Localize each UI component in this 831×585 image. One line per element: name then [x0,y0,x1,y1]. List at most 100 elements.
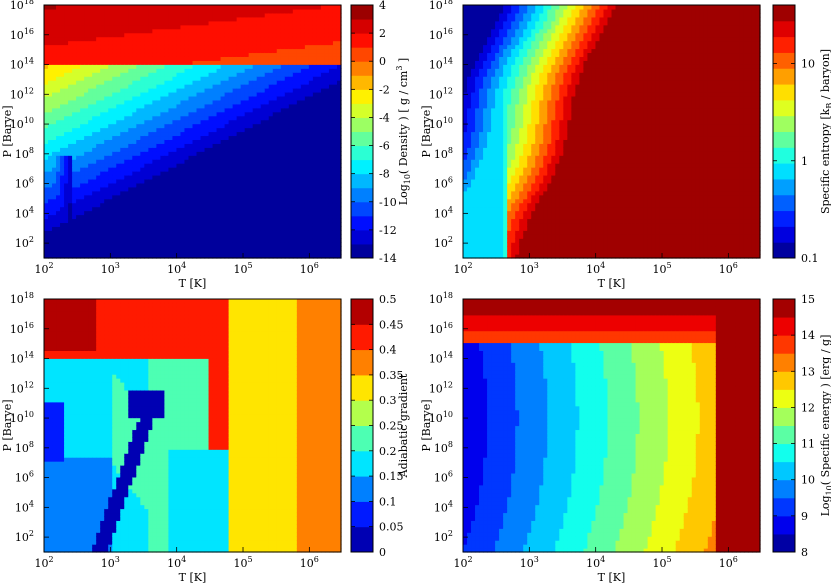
heatmap-cell [329,163,334,168]
heatmap-cell [261,68,266,73]
heatmap-cell [108,88,113,93]
heatmap-cell [221,147,226,152]
heatmap-cell [120,167,125,172]
heatmap-cell [156,116,161,121]
heatmap-cell [104,60,109,65]
heatmap-cell [112,52,117,57]
heatmap-cell [233,33,238,38]
heatmap-cell [277,21,282,26]
heatmap-cell [184,159,189,164]
heatmap-cell [289,238,294,243]
heatmap-cell [48,68,53,73]
heatmap-cell [269,226,274,231]
heatmap-cell [80,151,85,156]
heatmap-cell [144,96,149,101]
heatmap-cell [76,76,81,81]
heatmap-cell [289,183,294,188]
heatmap-cell [277,52,282,57]
heatmap-cell [172,151,177,156]
heatmap-cell [188,218,193,223]
heatmap-cell [233,17,238,22]
heatmap-cell [60,76,65,81]
heatmap-cell [261,187,266,192]
heatmap-cell [176,48,181,53]
heatmap-cell [108,17,113,22]
heatmap-cell [285,139,290,144]
heatmap-cell [241,9,246,14]
heatmap-cell [148,191,153,196]
heatmap-cell [184,100,189,105]
heatmap-cell [321,195,326,200]
heatmap-cell [140,9,145,14]
heatmap-cell [140,246,145,251]
heatmap-cell [80,116,85,121]
heatmap-cell [205,29,210,34]
heatmap-cell [56,80,61,85]
heatmap-cell [309,230,314,235]
heatmap-cell [213,226,218,231]
heatmap-cell [245,25,250,30]
heatmap-cell [56,155,61,160]
heatmap-cell [281,199,286,204]
heatmap-cell [265,211,270,216]
heatmap-cell [88,25,93,30]
heatmap-cell [197,92,202,97]
heatmap-cell [273,96,278,101]
heatmap-cell [120,230,125,235]
heatmap-cell [64,187,69,192]
heatmap-cell [124,163,129,168]
heatmap-cell [152,21,157,26]
heatmap-cell [245,68,250,73]
heatmap-cell [164,230,169,235]
heatmap-cell [213,120,218,125]
y-tick-label: 1014 [10,57,34,72]
heatmap-cell [100,124,105,129]
heatmap-cell [285,234,290,239]
heatmap-cell [144,48,149,53]
heatmap-cell [333,155,338,160]
heatmap-cell [261,139,266,144]
heatmap-cell [156,155,161,160]
heatmap-cell [463,128,468,133]
heatmap-cell [229,191,234,196]
heatmap-cell [184,92,189,97]
heatmap-cell [305,48,310,53]
heatmap-cell [148,116,153,121]
heatmap-cell [249,135,254,140]
heatmap-cell [325,25,330,30]
heatmap-cell [180,5,185,10]
heatmap-cell [225,187,230,192]
heatmap-cell [48,171,53,176]
heatmap-cell [297,124,302,129]
heatmap-cell [92,60,97,65]
heatmap-cell [92,175,97,180]
heatmap-cell [96,100,101,105]
heatmap-cell [184,9,189,14]
heatmap-cell [112,215,117,220]
heatmap-cell [120,203,125,208]
heatmap-cell [293,45,298,50]
heatmap-cell [463,199,468,204]
heatmap-cell [80,17,85,22]
heatmap-cell [217,183,222,188]
heatmap-cell [112,139,117,144]
heatmap-cell [257,246,262,251]
heatmap-cell [281,13,286,18]
heatmap-cell [201,139,206,144]
heatmap-cell [92,128,97,133]
heatmap-cell [273,191,278,196]
heatmap-cell [257,29,262,34]
heatmap-cell [124,171,129,176]
heatmap-cell [217,207,222,212]
heatmap-cell [72,9,77,14]
heatmap-cell [193,167,198,172]
heatmap-cell [245,183,250,188]
heatmap-cell [289,246,294,251]
heatmap-cell [321,226,326,231]
x-tick-label: 104 [167,261,186,276]
heatmap-cell [229,88,234,93]
heatmap-cell [108,211,113,216]
heatmap-cell [289,128,294,133]
heatmap-cell [80,215,85,220]
heatmap-cell [313,104,318,109]
